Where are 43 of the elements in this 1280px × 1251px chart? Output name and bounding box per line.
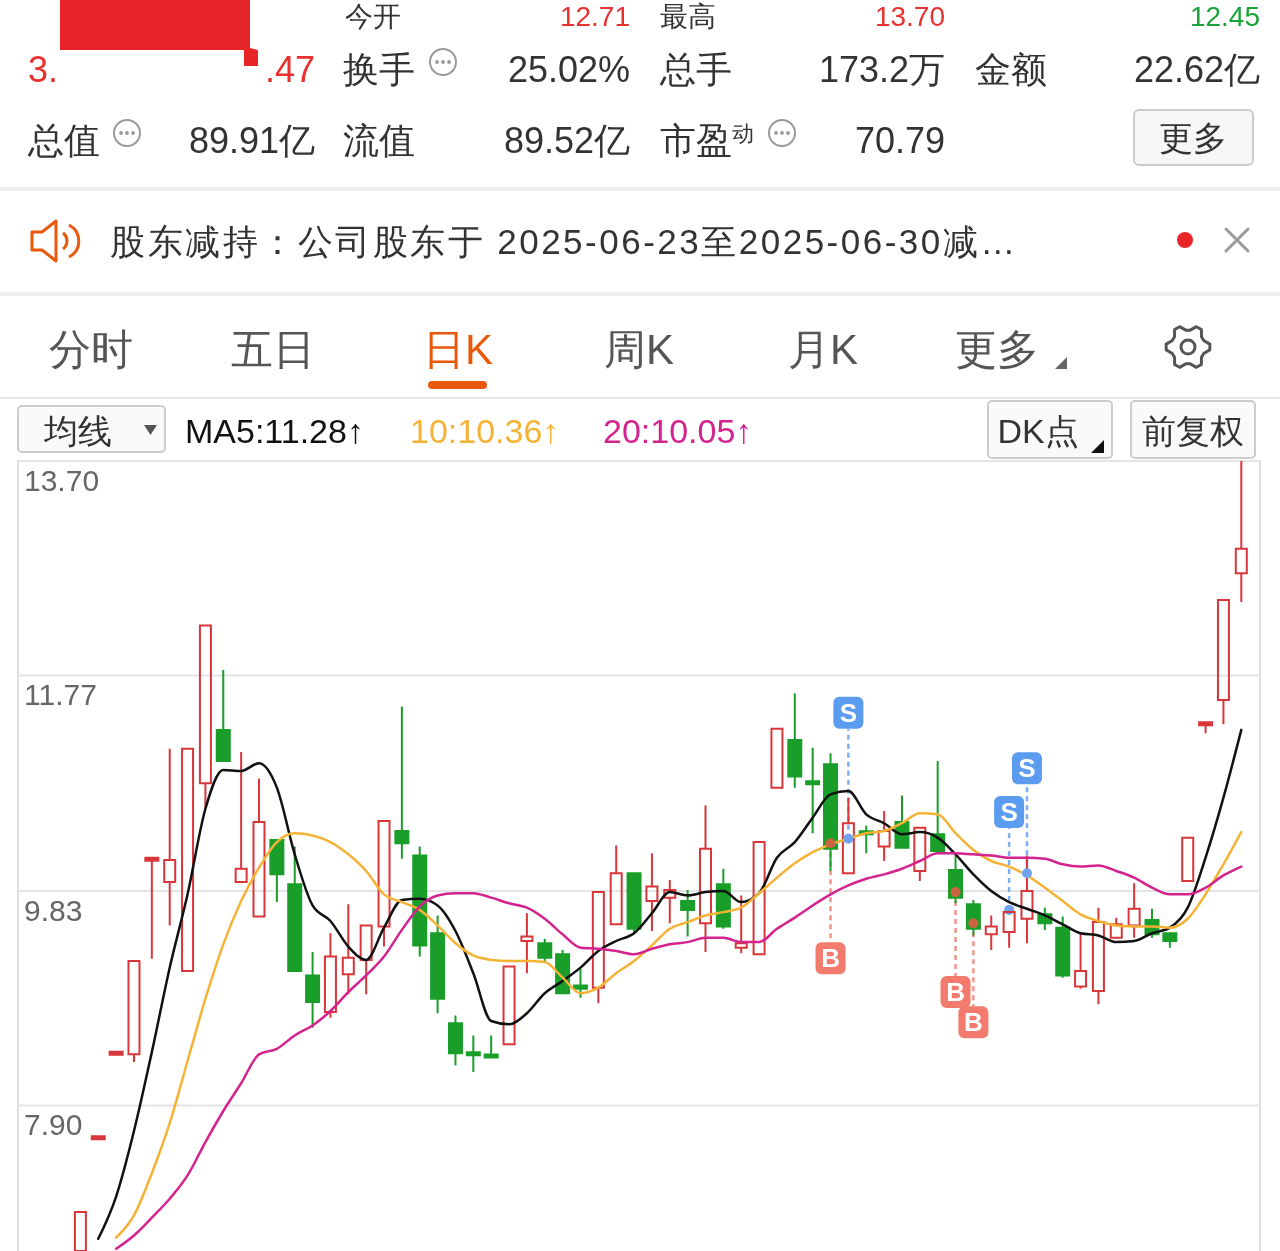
- text: 均线: [43, 412, 112, 450]
- annotation: B: [821, 943, 840, 974]
- text: 分时: [49, 326, 133, 373]
- text: 20:10.05↑: [603, 412, 753, 450]
- text: 今开: [345, 1, 401, 32]
- annotation: S: [1000, 796, 1018, 827]
- text: 总手: [659, 49, 732, 90]
- text: 22.62亿: [1133, 49, 1260, 90]
- text: 五日: [231, 326, 315, 373]
- y-tick-label: 9.83: [24, 894, 83, 927]
- text: 12.45: [1189, 1, 1260, 32]
- text: 70.79: [854, 120, 945, 161]
- text: 3.: [28, 49, 59, 90]
- text: 月K: [787, 326, 859, 373]
- annotation: B: [964, 1007, 983, 1038]
- text: 前复权: [1142, 412, 1244, 450]
- text: MA5:11.28↑: [185, 412, 364, 450]
- text: 日K: [422, 326, 494, 373]
- annotation: S: [839, 697, 858, 728]
- text: DK点: [997, 412, 1079, 450]
- y-tick-label: 11.77: [24, 678, 97, 712]
- text: 市盈$^{动}$: [660, 120, 754, 161]
- text: 10:10.36↑: [410, 412, 560, 450]
- text: 总值: [27, 120, 100, 161]
- text: 流值: [343, 120, 415, 161]
- text: 25.02%: [507, 49, 630, 90]
- text: 13.70: [874, 1, 945, 32]
- text: 12.71: [559, 1, 630, 32]
- text: 89.91亿: [188, 120, 315, 161]
- text: 金额: [975, 49, 1047, 90]
- text: 周K: [603, 326, 675, 373]
- annotation: S: [1018, 753, 1036, 784]
- text: .47: [264, 49, 315, 90]
- y-tick-label: 13.70: [24, 464, 100, 497]
- text: 89.52亿: [503, 120, 630, 161]
- text: 换手: [343, 49, 415, 90]
- text: 更多: [955, 326, 1039, 373]
- text: 173.2万: [818, 49, 945, 90]
- text: 更多: [1159, 119, 1227, 157]
- y-tick-label: 7.90: [24, 1108, 83, 1142]
- annotation: B: [946, 977, 965, 1008]
- text: 股东减持：公司股东于 2025-06-23至2025-06-30减…: [110, 222, 1018, 261]
- text: 最高: [660, 1, 716, 32]
